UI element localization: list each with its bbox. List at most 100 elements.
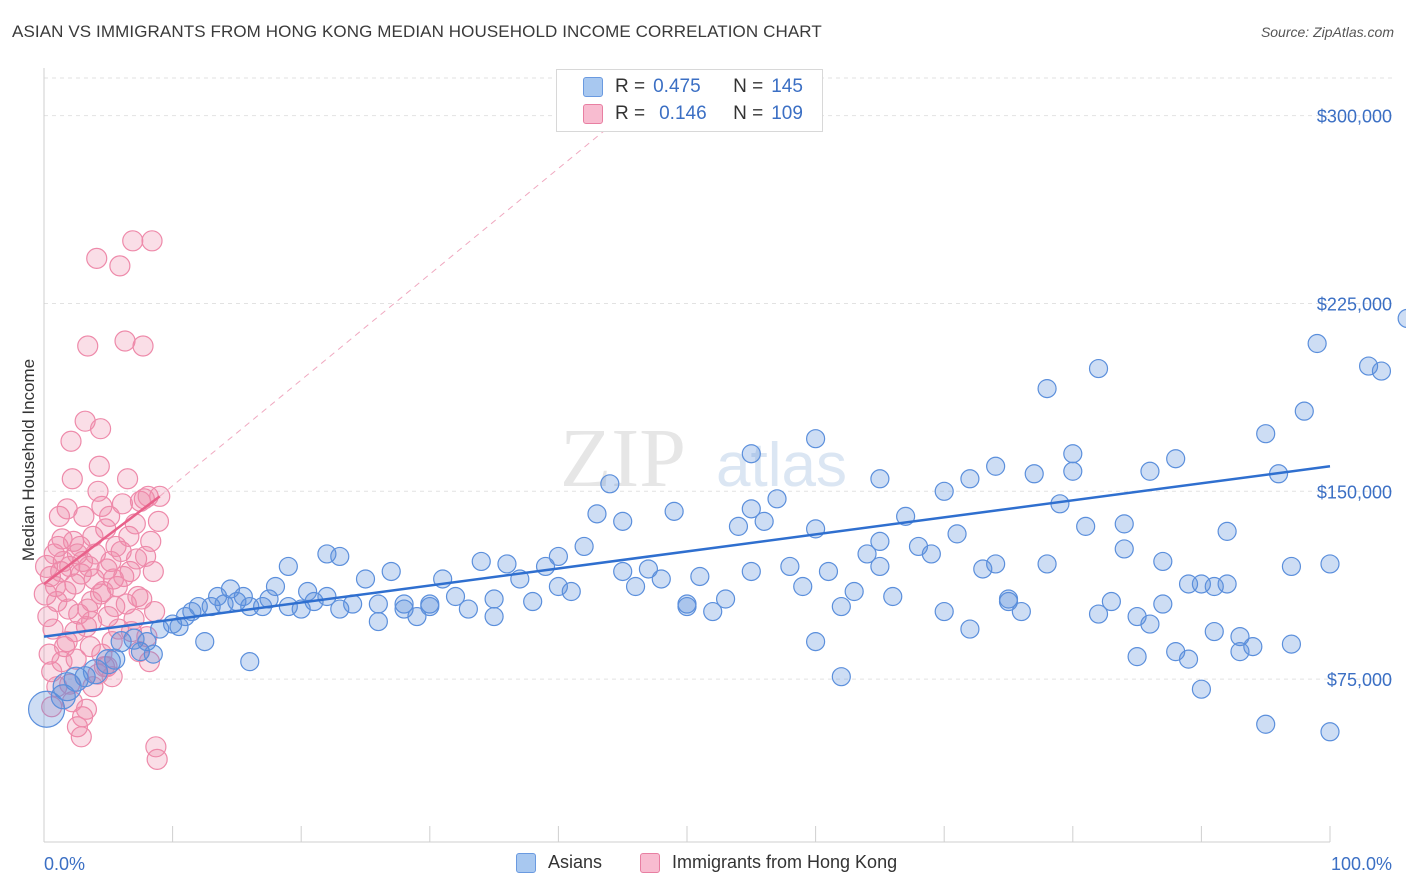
asian-point <box>1230 642 1250 662</box>
hk-point <box>75 698 98 720</box>
hk-point <box>140 530 162 553</box>
asian-point <box>497 554 517 574</box>
asian-point <box>458 599 478 619</box>
asian-point <box>600 474 620 494</box>
hk-point <box>114 330 136 352</box>
asian-point <box>664 501 684 521</box>
hk-point <box>119 560 141 583</box>
bottom-legend-hk[interactable]: Immigrants from Hong Kong <box>640 852 897 873</box>
asian-point <box>420 596 440 617</box>
asian-point <box>1166 449 1186 469</box>
hk-point <box>88 455 110 477</box>
x-tick-labels: 0.0% 100.0% <box>44 854 1392 874</box>
legend-swatch-hk <box>583 104 603 124</box>
legend-row-asians: R = 0.475 N = 145 <box>583 75 803 99</box>
asian-point <box>445 586 466 607</box>
asian-point <box>484 606 504 627</box>
hk-trend-extension <box>159 115 624 497</box>
asian-point <box>123 628 145 650</box>
asian-point <box>741 561 761 582</box>
asian-point <box>278 556 298 577</box>
asian-point <box>355 569 376 589</box>
asian-point <box>831 667 851 687</box>
asian-point <box>741 444 761 464</box>
asian-point <box>574 536 594 557</box>
asian-point <box>960 469 980 489</box>
legend-row-hk: R = 0.146 N = 109 <box>583 102 803 126</box>
hk-point <box>73 505 95 527</box>
asian-point <box>368 594 388 614</box>
y-tick-labels: $75,000 $150,000 $225,000 $300,000 <box>1317 107 1392 691</box>
hk-point <box>86 247 108 269</box>
hk-point <box>146 748 168 770</box>
bottom-legend-asians[interactable]: Asians <box>516 852 602 873</box>
asian-point <box>998 589 1019 609</box>
asian-point <box>1153 594 1173 614</box>
hk-point <box>80 610 103 633</box>
asian-point <box>82 659 109 685</box>
asian-point <box>1243 637 1263 657</box>
asian-point <box>1037 379 1057 399</box>
asian-point <box>638 559 659 579</box>
zipatlas-watermark: ZIP atlas <box>560 412 847 505</box>
asian-point <box>986 554 1006 574</box>
legend-r-value: 0.146 <box>659 103 707 124</box>
asian-point <box>1320 554 1340 574</box>
hk-trend-line <box>43 495 161 585</box>
asian-point <box>587 504 607 524</box>
asian-point <box>857 544 877 564</box>
asian-point <box>767 489 787 509</box>
hk-point <box>61 468 83 490</box>
asian-point <box>741 499 761 519</box>
asian-point <box>934 601 954 622</box>
hk-point <box>141 230 163 252</box>
legend-n-value: 109 <box>771 103 803 124</box>
hk-point <box>78 555 100 578</box>
hk-point <box>89 418 112 440</box>
hk-point <box>132 335 154 357</box>
asian-point <box>1127 647 1147 667</box>
hk-point <box>55 580 77 603</box>
asian-point <box>368 611 388 632</box>
asian-point <box>986 456 1006 476</box>
source-label: Source: ZipAtlas.com <box>1260 24 1394 40</box>
asian-point <box>1204 621 1224 642</box>
hk-point <box>136 625 158 648</box>
asian-point <box>110 631 132 653</box>
hk-point <box>77 335 99 357</box>
asian-point <box>1217 574 1237 594</box>
legend-n-key: N = <box>733 76 764 97</box>
asian-point <box>143 644 163 664</box>
asian-point <box>1101 591 1121 612</box>
hk-point <box>127 585 149 608</box>
asian-point <box>870 531 890 552</box>
asian-point <box>1307 333 1327 354</box>
legend-n-value: 145 <box>771 76 803 97</box>
bottom-legend-swatch-hk <box>640 852 660 873</box>
asian-point <box>471 551 491 572</box>
asian-point <box>1217 521 1237 541</box>
asian-point <box>330 599 350 619</box>
y-tick-label: $150,000 <box>1317 482 1392 502</box>
asian-point <box>844 581 864 602</box>
y-axis-title: Median Household Income <box>19 359 38 561</box>
asian-point <box>613 561 633 582</box>
asian-point <box>1088 604 1109 624</box>
asian-point <box>960 619 980 639</box>
asian-point <box>1178 649 1199 669</box>
asian-point <box>381 561 401 582</box>
asian-trend-line <box>43 465 1331 638</box>
asian-point <box>715 589 736 609</box>
hk-point <box>74 410 96 432</box>
asian-point <box>1397 308 1406 329</box>
asian-point <box>1076 516 1096 536</box>
hk-point <box>116 468 139 490</box>
y-tick-label: $225,000 <box>1317 294 1392 314</box>
asian-point <box>407 606 427 627</box>
asian-point <box>63 666 89 692</box>
asian-point <box>195 632 215 652</box>
hk-point <box>79 636 101 658</box>
asian-point <box>934 481 954 501</box>
bottom-legend-label: Immigrants from Hong Kong <box>672 852 898 872</box>
